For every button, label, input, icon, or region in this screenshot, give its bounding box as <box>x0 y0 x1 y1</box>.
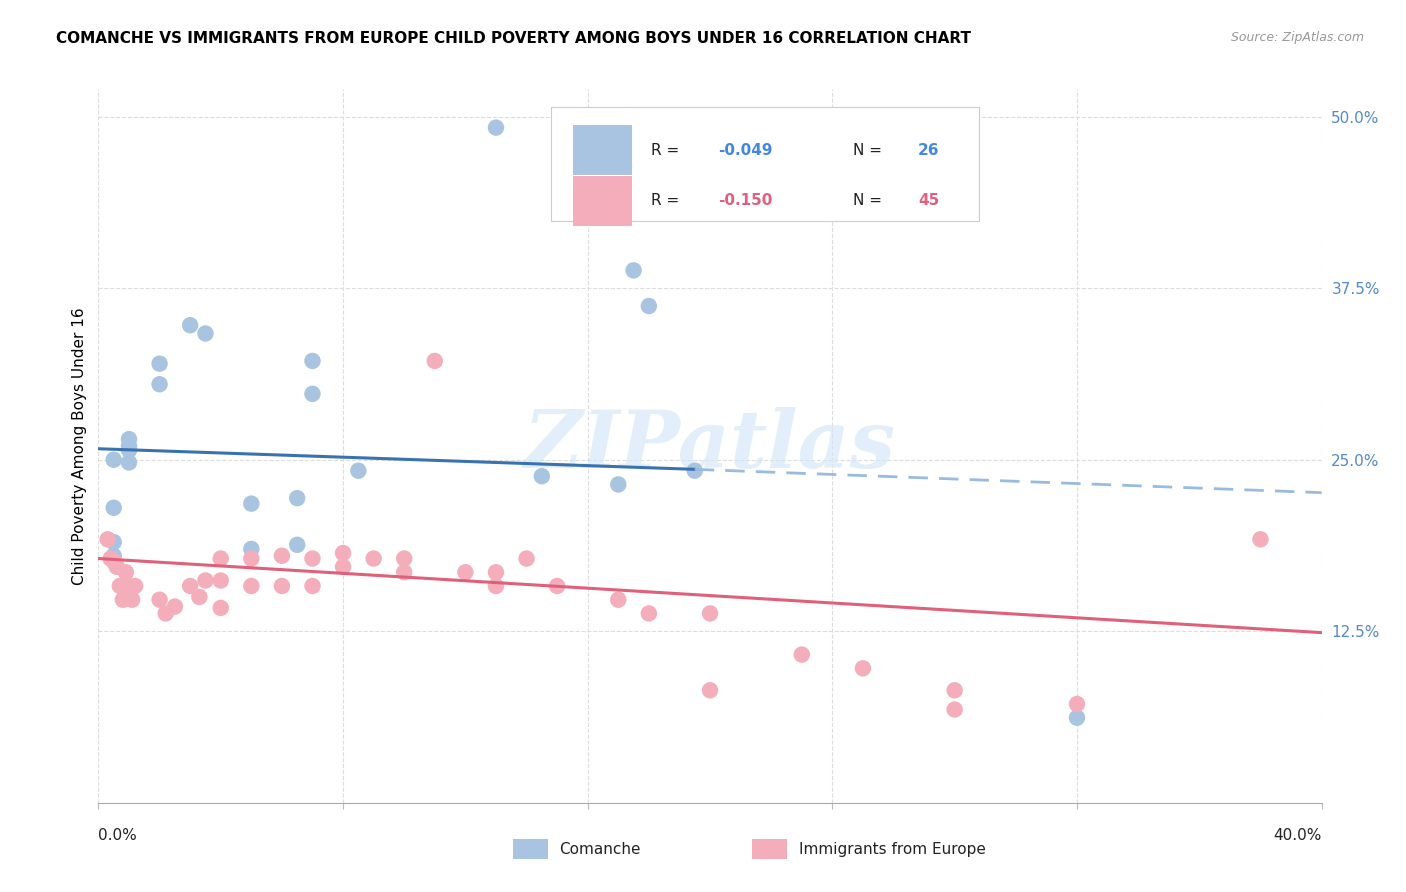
Point <box>103 549 125 563</box>
Point <box>163 599 186 614</box>
Text: 26: 26 <box>918 143 939 158</box>
Point <box>240 551 263 566</box>
Point <box>103 500 125 515</box>
Point <box>301 387 323 401</box>
Point <box>1249 533 1271 547</box>
Point <box>454 566 477 580</box>
Point <box>423 354 446 368</box>
Point <box>637 299 661 313</box>
Point <box>301 579 323 593</box>
Point <box>179 579 201 593</box>
Y-axis label: Child Poverty Among Boys Under 16: Child Poverty Among Boys Under 16 <box>72 307 87 585</box>
Text: Comanche: Comanche <box>560 842 641 856</box>
Point <box>392 551 416 566</box>
Point <box>683 464 706 478</box>
Point <box>149 357 172 371</box>
Point <box>270 549 292 563</box>
Point <box>530 469 553 483</box>
Point <box>118 443 141 458</box>
Text: COMANCHE VS IMMIGRANTS FROM EUROPE CHILD POVERTY AMONG BOYS UNDER 16 CORRELATION: COMANCHE VS IMMIGRANTS FROM EUROPE CHILD… <box>56 31 972 46</box>
Point <box>943 683 966 698</box>
Point <box>149 377 172 392</box>
Point <box>149 592 172 607</box>
Point <box>97 533 120 547</box>
Point <box>1066 697 1088 711</box>
Text: -0.150: -0.150 <box>718 194 773 208</box>
Point <box>485 579 508 593</box>
Point <box>485 120 508 135</box>
Point <box>240 579 263 593</box>
Point <box>118 579 141 593</box>
Text: -0.049: -0.049 <box>718 143 773 158</box>
Point <box>108 579 131 593</box>
Point <box>699 607 721 621</box>
Bar <box>551 107 979 221</box>
Point <box>115 566 138 580</box>
Point <box>118 455 141 469</box>
Point <box>121 592 143 607</box>
Point <box>607 477 630 491</box>
Point <box>516 551 538 566</box>
Point <box>363 551 385 566</box>
Point <box>546 579 568 593</box>
Point <box>699 683 721 698</box>
Text: N =: N = <box>853 143 887 158</box>
Point <box>790 648 813 662</box>
Point <box>332 559 354 574</box>
Point <box>124 579 146 593</box>
Point <box>285 538 308 552</box>
Point <box>179 318 201 333</box>
Text: 0.0%: 0.0% <box>98 828 138 843</box>
Point <box>194 326 217 341</box>
Point <box>485 566 508 580</box>
Point <box>194 574 217 588</box>
Point <box>332 546 354 560</box>
Point <box>347 464 370 478</box>
Point <box>852 661 875 675</box>
Point <box>103 452 125 467</box>
Point <box>607 592 630 607</box>
Point <box>103 535 125 549</box>
Bar <box>574 126 631 176</box>
Point <box>209 601 232 615</box>
Bar <box>574 176 631 226</box>
Point <box>209 551 232 566</box>
Text: R =: R = <box>651 143 685 158</box>
Point <box>637 607 661 621</box>
Text: 40.0%: 40.0% <box>1274 828 1322 843</box>
Point <box>209 574 232 588</box>
Point <box>188 590 211 604</box>
Point <box>111 592 134 607</box>
Point <box>392 566 416 580</box>
Point <box>623 263 645 277</box>
Point <box>155 607 177 621</box>
Point <box>1066 711 1088 725</box>
Point <box>301 354 323 368</box>
Point <box>118 432 141 446</box>
Point <box>100 551 122 566</box>
Text: N =: N = <box>853 194 887 208</box>
Point <box>240 541 263 556</box>
Text: R =: R = <box>651 194 685 208</box>
Point <box>105 559 128 574</box>
Point <box>285 491 308 505</box>
Point <box>240 497 263 511</box>
Text: Source: ZipAtlas.com: Source: ZipAtlas.com <box>1230 31 1364 45</box>
Point <box>943 702 966 716</box>
Point <box>103 554 125 568</box>
Point <box>118 439 141 453</box>
Text: Immigrants from Europe: Immigrants from Europe <box>799 842 986 856</box>
Text: ZIPatlas: ZIPatlas <box>524 408 896 484</box>
Point <box>270 579 292 593</box>
Text: 45: 45 <box>918 194 939 208</box>
Point <box>301 551 323 566</box>
